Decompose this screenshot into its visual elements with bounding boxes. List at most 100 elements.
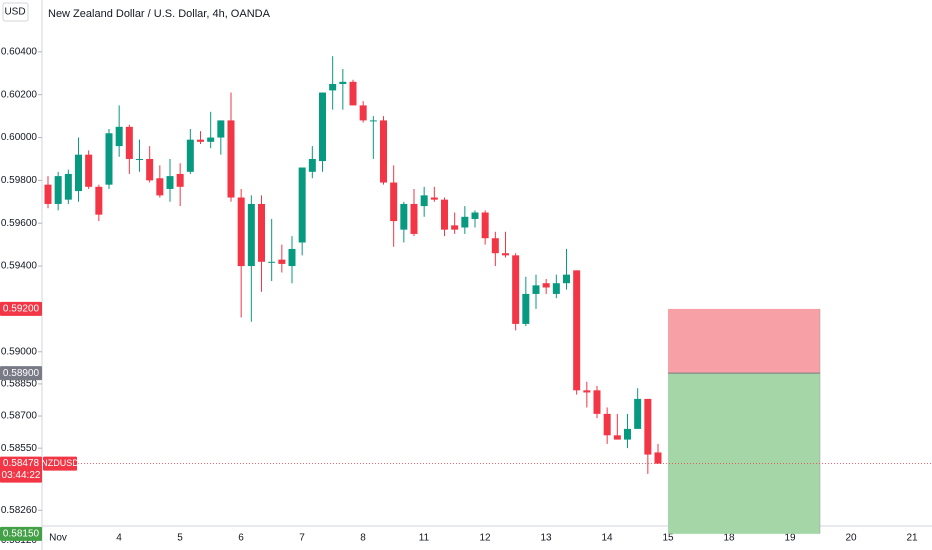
candle-body	[532, 285, 540, 294]
candle-body	[217, 120, 225, 138]
stop-label: 0.59200	[3, 304, 40, 315]
candle-body	[359, 105, 367, 121]
candle-body	[105, 133, 113, 185]
candle-body	[624, 428, 631, 440]
currency: USD	[4, 7, 25, 18]
candle-body	[186, 139, 194, 172]
y-tick-label: 0.58550	[1, 443, 38, 454]
candle-body	[136, 158, 143, 160]
currency-box	[2, 2, 29, 22]
candle-body	[237, 197, 245, 267]
x-tick-label: 20	[845, 533, 857, 544]
candle-body	[227, 120, 235, 198]
candle-body	[603, 413, 611, 436]
x-tick-label: 13	[540, 533, 552, 544]
candle-body	[451, 225, 459, 230]
candle-body	[380, 120, 387, 183]
candle-body	[512, 255, 520, 324]
candle-body	[176, 173, 184, 187]
x-tick-label: 7	[299, 533, 305, 544]
candle-body	[207, 137, 215, 142]
candle-body	[420, 195, 428, 207]
candle-body	[481, 212, 489, 239]
stop-label-bg	[0, 301, 42, 316]
y-tick-label: 0.59800	[1, 175, 38, 186]
candle-body	[44, 184, 52, 204]
y-tick-label: 0.58260	[1, 505, 38, 516]
candle-body	[491, 238, 499, 254]
candle-body	[329, 83, 337, 91]
candle-body	[583, 390, 591, 393]
symbol-bg	[43, 456, 77, 471]
candle-body	[430, 197, 438, 200]
candle-body	[156, 178, 164, 196]
candle-body	[654, 452, 662, 464]
x-tick-label: 11	[419, 533, 430, 544]
target-label: 0.58150	[3, 528, 40, 539]
chart-title: New Zealand Dollar / U.S. Dollar, 4h, OA…	[48, 8, 271, 20]
candle-body	[288, 248, 296, 267]
x-tick-label: Nov	[49, 533, 67, 544]
candle-body	[410, 203, 418, 234]
candle-body	[573, 270, 581, 391]
candle-body	[298, 167, 306, 243]
target-zone	[668, 373, 820, 534]
candle-body	[166, 176, 174, 189]
candle-body	[64, 173, 72, 200]
candle-body	[461, 216, 469, 228]
x-tick-label: 21	[906, 533, 918, 544]
last-price-label: 0.58478	[3, 458, 40, 469]
candle-body	[75, 154, 82, 192]
candle-body	[593, 390, 601, 414]
candle-body	[613, 435, 621, 440]
y-tick-label: 0.60200	[1, 89, 38, 100]
entry-label-bg	[0, 366, 42, 381]
y-tick-label: 0.58700	[1, 411, 38, 422]
candle-body	[441, 199, 448, 230]
candle-body	[115, 126, 123, 147]
candle-body	[339, 81, 347, 84]
x-tick-label: 8	[360, 533, 366, 544]
x-tick-label: 4	[116, 533, 122, 544]
candle-body	[197, 139, 204, 142]
x-tick-label: 18	[723, 533, 735, 544]
symbol-label: NZDUSD	[41, 458, 79, 468]
candle-body	[369, 120, 377, 122]
last-price-bg	[0, 456, 42, 483]
y-tick-label: 0.59400	[1, 261, 38, 272]
y-tick-label: 0.58850	[1, 379, 38, 390]
candle-body	[502, 253, 509, 256]
y-tick-label: 0.59000	[1, 346, 38, 357]
y-tick-label: 0.60400	[1, 46, 38, 57]
stop-zone	[668, 308, 820, 374]
candle-body	[552, 283, 560, 294]
candle-body	[522, 293, 530, 324]
candle-body	[634, 398, 642, 429]
candle-body	[563, 274, 570, 284]
candle-body	[258, 203, 265, 262]
candle-body	[319, 92, 326, 162]
candle-body	[390, 182, 398, 222]
x-tick-label: 12	[479, 533, 491, 544]
candle-body	[247, 203, 255, 267]
entry-label: 0.58900	[3, 368, 40, 379]
candle-body	[542, 283, 550, 288]
candle-body	[268, 261, 276, 263]
candle-body	[644, 398, 652, 455]
candle-body	[308, 158, 316, 172]
candle-body	[125, 126, 133, 159]
x-tick-label: 14	[601, 533, 613, 544]
candle-body	[349, 81, 357, 106]
candle-body	[278, 259, 286, 264]
candle-body	[95, 186, 103, 215]
x-tick-label: 19	[784, 533, 796, 544]
candle-body	[471, 212, 479, 219]
y-tick-label: 0.60000	[1, 132, 38, 143]
target-label-bg	[0, 526, 42, 541]
candle-body	[146, 158, 154, 181]
candle-body	[400, 203, 408, 230]
x-tick-label: 15	[662, 533, 674, 544]
x-tick-label: 5	[177, 533, 183, 544]
y-tick-label: 0.59600	[1, 218, 38, 229]
